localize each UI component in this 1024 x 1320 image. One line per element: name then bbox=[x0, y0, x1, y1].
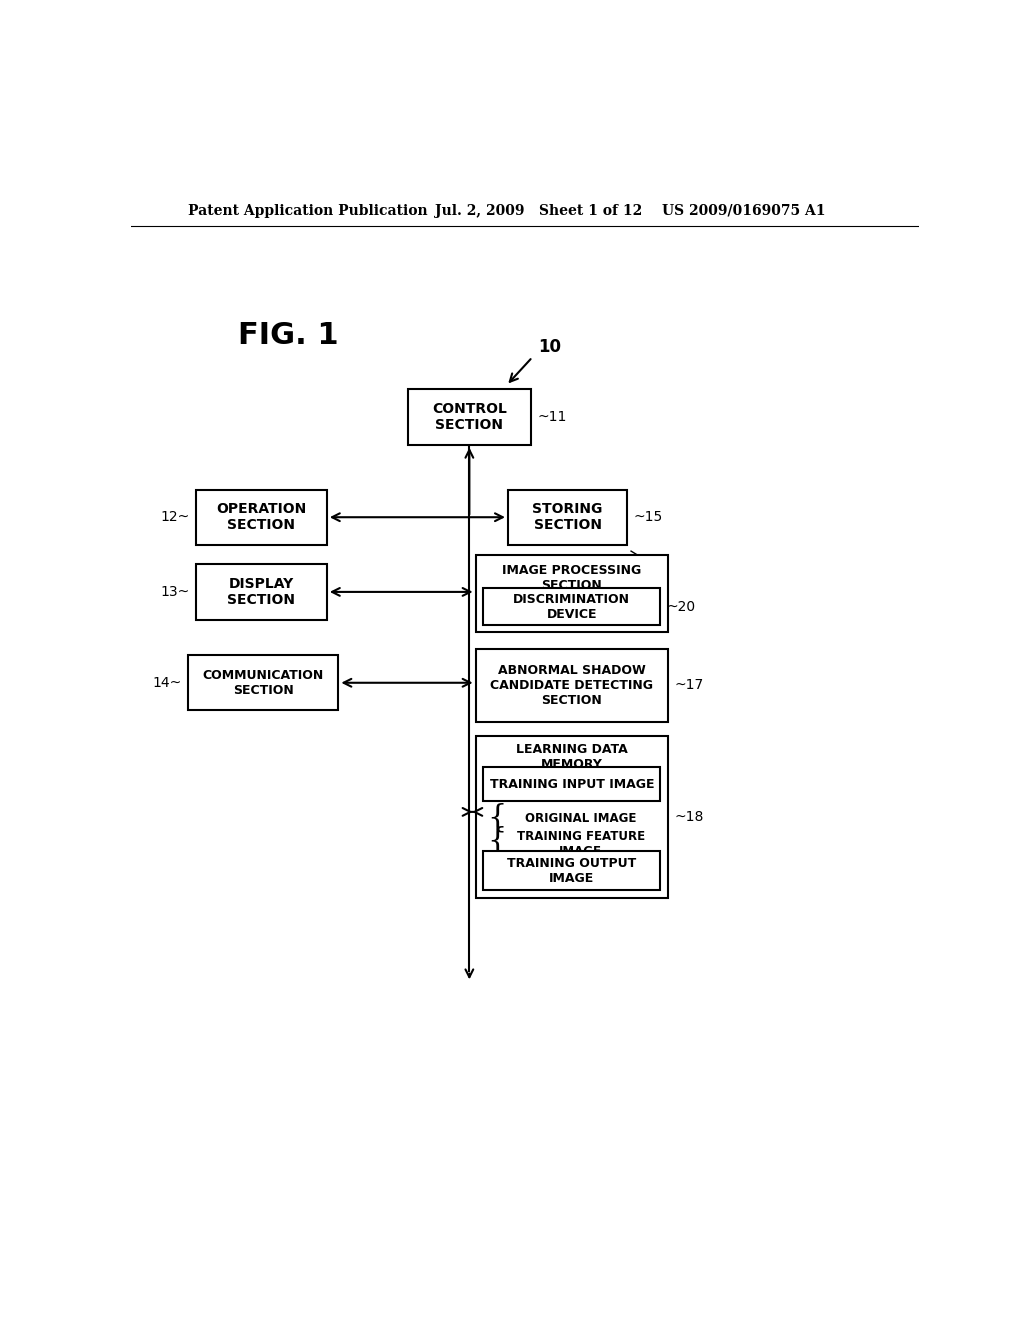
Text: CONTROL
SECTION: CONTROL SECTION bbox=[432, 403, 507, 432]
Text: {: { bbox=[487, 826, 507, 857]
Text: LEARNING DATA
MEMORY: LEARNING DATA MEMORY bbox=[516, 743, 628, 771]
Bar bbox=[408, 389, 531, 445]
Text: OPERATION
SECTION: OPERATION SECTION bbox=[216, 502, 306, 532]
Text: TRAINING FEATURE
IMAGE: TRAINING FEATURE IMAGE bbox=[516, 830, 645, 858]
Text: 10: 10 bbox=[539, 338, 561, 356]
Text: Jul. 2, 2009: Jul. 2, 2009 bbox=[435, 203, 524, 218]
Text: ABNORMAL SHADOW
CANDIDATE DETECTING
SECTION: ABNORMAL SHADOW CANDIDATE DETECTING SECT… bbox=[490, 664, 653, 708]
Text: DISCRIMINATION
DEVICE: DISCRIMINATION DEVICE bbox=[513, 593, 630, 620]
Text: DISPLAY
SECTION: DISPLAY SECTION bbox=[227, 577, 296, 607]
Text: ~18: ~18 bbox=[674, 809, 703, 824]
Text: {: { bbox=[487, 803, 507, 834]
Bar bbox=[483, 851, 660, 890]
Text: TRAINING OUTPUT
IMAGE: TRAINING OUTPUT IMAGE bbox=[507, 857, 636, 884]
Bar bbox=[475, 737, 668, 898]
Text: ~17: ~17 bbox=[674, 678, 703, 693]
Bar bbox=[483, 589, 660, 626]
Text: STORING
SECTION: STORING SECTION bbox=[532, 502, 603, 532]
Text: 16: 16 bbox=[634, 553, 651, 568]
Text: 13~: 13~ bbox=[161, 585, 189, 599]
Text: ORIGINAL IMAGE: ORIGINAL IMAGE bbox=[525, 812, 636, 825]
Bar bbox=[188, 655, 339, 710]
Text: FIG. 1: FIG. 1 bbox=[239, 321, 339, 350]
Text: ~11: ~11 bbox=[538, 411, 566, 424]
Text: US 2009/0169075 A1: US 2009/0169075 A1 bbox=[662, 203, 825, 218]
Text: ~15: ~15 bbox=[634, 511, 663, 524]
Text: Patent Application Publication: Patent Application Publication bbox=[188, 203, 428, 218]
Text: 12~: 12~ bbox=[161, 511, 189, 524]
Bar bbox=[483, 767, 660, 801]
Text: TRAINING INPUT IMAGE: TRAINING INPUT IMAGE bbox=[489, 777, 654, 791]
Bar bbox=[475, 554, 668, 632]
Bar bbox=[508, 490, 628, 545]
Bar bbox=[196, 564, 327, 619]
Text: IMAGE PROCESSING
SECTION: IMAGE PROCESSING SECTION bbox=[502, 564, 641, 593]
Bar bbox=[196, 490, 327, 545]
Text: Sheet 1 of 12: Sheet 1 of 12 bbox=[539, 203, 642, 218]
Text: 14~: 14~ bbox=[153, 676, 182, 690]
Text: COMMUNICATION
SECTION: COMMUNICATION SECTION bbox=[203, 669, 324, 697]
Text: ~20: ~20 bbox=[667, 599, 695, 614]
Bar bbox=[475, 649, 668, 722]
